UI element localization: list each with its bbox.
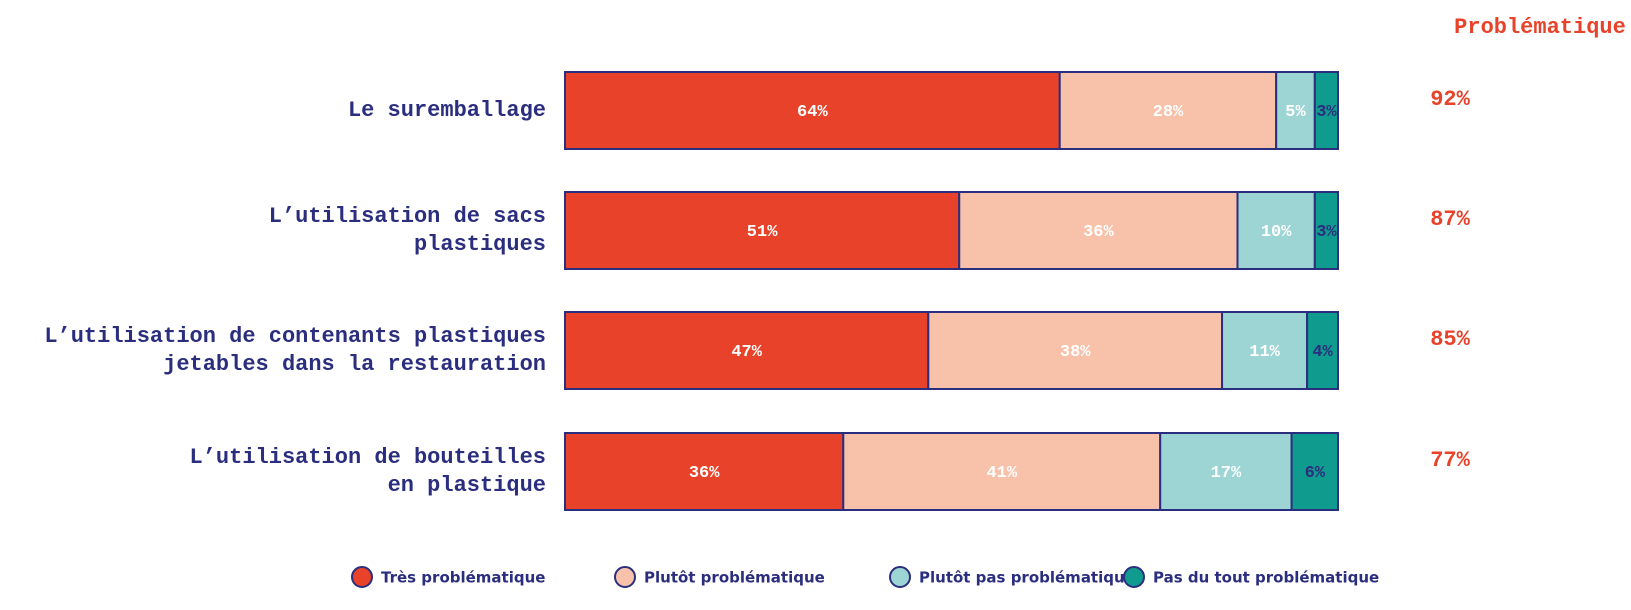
- bar-segment: [1290, 432, 1339, 511]
- bar-segment: [1306, 311, 1339, 390]
- category-label: L’utilisation de bouteilles en plastique: [189, 444, 546, 498]
- value-label: 38%: [1060, 343, 1091, 362]
- bar-segment: [1275, 71, 1316, 150]
- bar-segment: [958, 191, 1239, 270]
- legend-label: Plutôt pas problématique: [919, 569, 1135, 587]
- value-label: 5%: [1285, 103, 1306, 122]
- value-label: 41%: [986, 464, 1017, 483]
- legend-swatch: [614, 566, 636, 588]
- value-label: 6%: [1305, 464, 1326, 483]
- bar-segment: [1313, 71, 1340, 150]
- category-label: L’utilisation de contenants plastiques j…: [44, 323, 546, 377]
- bar-segment: [1313, 191, 1340, 270]
- category-label: L’utilisation de sacs plastiques: [268, 203, 546, 257]
- value-label: 3%: [1316, 223, 1337, 242]
- value-label: 36%: [1083, 223, 1114, 242]
- legend-swatch: [889, 566, 911, 588]
- bar-segment: [564, 71, 1061, 150]
- value-label: 11%: [1249, 343, 1280, 362]
- value-label: 64%: [797, 103, 828, 122]
- total-label: 92%: [1430, 87, 1470, 112]
- bar-segment: [1159, 432, 1293, 511]
- value-label: 51%: [747, 223, 778, 242]
- value-label: 4%: [1312, 343, 1333, 362]
- bar-segment: [564, 311, 930, 390]
- legend-label: Très problématique: [381, 569, 545, 587]
- totals-title: Problématique: [1454, 15, 1626, 40]
- category-label: Le suremballage: [347, 97, 546, 123]
- bar-segment: [564, 191, 961, 270]
- total-label: 85%: [1430, 327, 1470, 352]
- bar-segment: [1221, 311, 1309, 390]
- bar-segment: [927, 311, 1224, 390]
- value-label: 10%: [1261, 223, 1292, 242]
- legend-label: Pas du tout problématique: [1153, 569, 1379, 587]
- value-label: 47%: [731, 343, 762, 362]
- value-label: 28%: [1153, 103, 1184, 122]
- legend-label: Plutôt problématique: [644, 569, 825, 587]
- bar-segment: [842, 432, 1162, 511]
- total-label: 77%: [1430, 448, 1470, 473]
- value-label: 3%: [1316, 103, 1337, 122]
- total-label: 87%: [1430, 207, 1470, 232]
- bar-segment: [564, 432, 845, 511]
- legend-swatch: [1123, 566, 1145, 588]
- value-label: 17%: [1211, 464, 1242, 483]
- legend-swatch: [351, 566, 373, 588]
- value-label: 36%: [689, 464, 720, 483]
- bar-segment: [1236, 191, 1316, 270]
